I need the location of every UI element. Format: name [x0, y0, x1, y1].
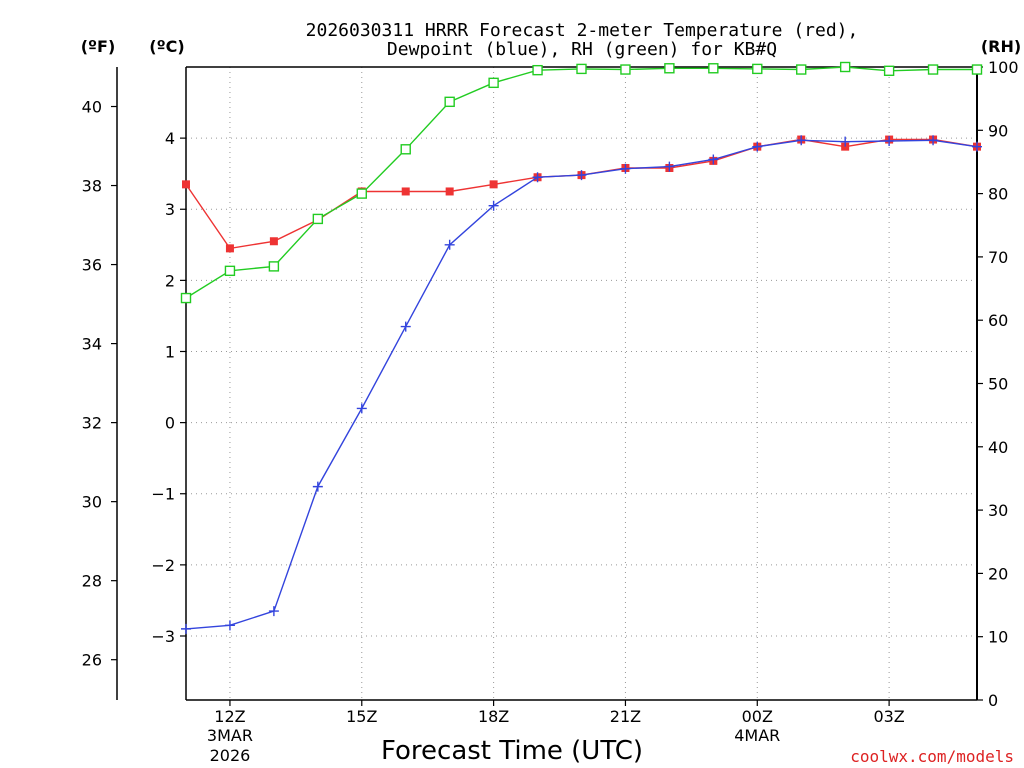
temperature-point — [401, 187, 410, 196]
celsius-tick-label: 1 — [165, 342, 175, 361]
celsius-unit-label: (ºC) — [149, 37, 184, 56]
fahrenheit-tick-label: 28 — [82, 572, 102, 591]
rh-point — [883, 65, 895, 76]
dewpoint-point — [972, 141, 982, 152]
dewpoint-point — [840, 136, 851, 147]
dewpoint-point — [708, 154, 719, 165]
credit-link[interactable]: coolwx.com/models — [850, 747, 1014, 766]
dewpoint-series-line — [185, 139, 978, 630]
dewpoint-point — [488, 200, 499, 211]
dewpoint-point — [664, 161, 675, 172]
rh-point — [268, 261, 280, 272]
x-tick-label: 03Z — [873, 707, 904, 726]
x-tick-date-label: 3MAR — [207, 726, 253, 745]
rh-tick-label: 70 — [988, 248, 1008, 267]
rh-tick-label: 0 — [988, 691, 998, 710]
temperature-point — [269, 237, 278, 246]
fahrenheit-tick-label: 26 — [82, 651, 102, 670]
rh-point — [620, 64, 631, 75]
dewpoint-point — [400, 321, 411, 332]
celsius-tick-label: 4 — [165, 129, 175, 148]
rh-tick-label: 90 — [988, 121, 1008, 140]
x-tick-date-label: 4MAR — [734, 726, 780, 745]
dewpoint-point — [928, 135, 939, 146]
chart-title-line-2: Dewpoint (blue), RH (green) for KB#Q — [387, 39, 777, 60]
rh-tick-label: 50 — [988, 375, 1008, 394]
rh-tick-label: 80 — [988, 185, 1008, 204]
chart-title-line-1: 2026030311 HRRR Forecast 2-meter Tempera… — [306, 20, 859, 41]
x-tick-label: 12Z — [214, 707, 245, 726]
dewpoint-point — [268, 606, 279, 617]
fahrenheit-tick-label: 36 — [82, 256, 102, 275]
x-axis-label: Forecast Time (UTC) — [381, 736, 643, 766]
rh-point — [927, 64, 939, 75]
rh-tick-label: 20 — [988, 564, 1008, 583]
x-tick-year-label: 2026 — [210, 746, 251, 765]
rh-point — [488, 77, 499, 89]
dewpoint-point — [312, 481, 323, 492]
fahrenheit-tick-label: 32 — [82, 414, 102, 433]
rh-point — [532, 64, 543, 76]
rh-point — [224, 265, 236, 277]
rh-unit-label: (RH) — [981, 37, 1021, 56]
rh-tick-label: 60 — [988, 311, 1008, 330]
celsius-tick-label: −3 — [151, 627, 175, 646]
celsius-tick-label: 0 — [165, 414, 175, 433]
rh-point — [576, 63, 587, 75]
fahrenheit-tick-label: 30 — [82, 493, 102, 512]
rh-point — [664, 63, 675, 74]
rh-point — [971, 64, 983, 75]
rh-tick-label: 10 — [988, 628, 1008, 647]
dewpoint-point — [356, 403, 367, 414]
temperature-series-line — [185, 138, 978, 250]
celsius-tick-label: 2 — [165, 271, 175, 290]
axes — [116, 66, 978, 701]
rh-tick-label: 40 — [988, 438, 1008, 457]
temperature-point — [182, 180, 190, 189]
dewpoint-point — [224, 620, 235, 631]
x-tick-label: 21Z — [610, 707, 641, 726]
temperature-point — [225, 244, 234, 253]
fahrenheit-tick-label: 34 — [82, 335, 102, 354]
rh-point — [400, 144, 411, 155]
x-tick-label: 00Z — [742, 707, 773, 726]
rh-point — [180, 292, 192, 304]
rh-point — [444, 96, 455, 108]
rh-point — [312, 213, 324, 225]
rh-point — [839, 61, 851, 73]
dewpoint-point — [532, 172, 543, 183]
temperature-point — [445, 187, 454, 196]
dewpoint-point — [796, 135, 807, 146]
rh-point — [356, 188, 367, 199]
dewpoint-point — [884, 135, 895, 146]
x-tick-label: 18Z — [478, 707, 509, 726]
celsius-tick-label: −2 — [151, 556, 175, 575]
fahrenheit-tick-label: 38 — [82, 177, 102, 196]
data-series — [180, 61, 983, 634]
rh-tick-label: 100 — [988, 58, 1019, 77]
x-tick-label: 15Z — [346, 707, 377, 726]
temperature-point — [489, 180, 498, 189]
celsius-tick-label: 3 — [165, 200, 175, 219]
rh-point — [752, 63, 763, 75]
dewpoint-point — [752, 141, 763, 152]
fahrenheit-unit-label: (ºF) — [81, 37, 116, 56]
rh-series-line — [185, 66, 977, 299]
rh-tick-label: 30 — [988, 501, 1008, 520]
dewpoint-point — [444, 239, 455, 250]
celsius-tick-label: −1 — [151, 485, 175, 504]
rh-point — [796, 64, 807, 75]
dewpoint-point — [576, 170, 587, 181]
rh-point — [708, 63, 719, 74]
gridlines — [186, 67, 977, 700]
dewpoint-point — [181, 623, 191, 634]
fahrenheit-tick-label: 40 — [82, 98, 102, 117]
tick-labels: 2628303234363840−3−2−1012340102030405060… — [82, 58, 1019, 765]
dewpoint-point — [620, 163, 631, 174]
